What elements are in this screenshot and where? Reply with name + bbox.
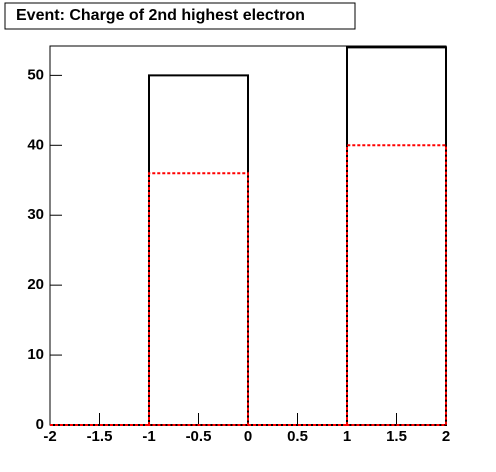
y-tick-label: 50 [27,66,44,83]
chart-title: Event: Charge of 2nd highest electron [16,7,305,24]
x-tick-label: 1.5 [386,428,407,445]
x-tick-label: 0.5 [287,428,308,445]
x-tick-label: 0 [244,428,252,445]
histogram-bin [148,172,249,426]
y-tick-label: 30 [27,206,44,223]
x-tick-label: -1.5 [87,428,113,445]
y-tick-label: 10 [27,346,44,363]
x-tick-label: -2 [43,428,56,445]
x-tick-label: -1 [142,428,155,445]
x-tick-label: 1 [343,428,351,445]
title-box [4,2,356,30]
y-tick-label: 0 [36,416,44,433]
y-tick-label: 20 [27,276,44,293]
histogram-bin [148,74,249,426]
x-tick-label: 2 [442,428,450,445]
x-tick-label: -0.5 [186,428,212,445]
histogram-bin [346,46,447,426]
histogram-bin [346,144,447,426]
y-tick-label: 40 [27,136,44,153]
